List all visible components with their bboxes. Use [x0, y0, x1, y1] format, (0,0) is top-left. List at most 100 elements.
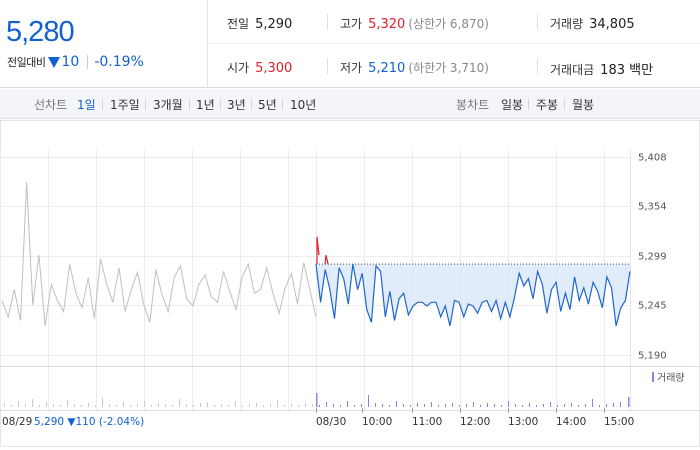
volume-bar [242, 405, 243, 407]
open-price: 시가 5,300 [227, 59, 292, 76]
volume-bar [571, 403, 572, 407]
period-toolbar: 선차트 1일 1주일 3개월 1년 3년 5년 10년 봉차트 일봉 주봉 월봉 [0, 89, 700, 119]
x-tick-label: 14:00 [556, 416, 586, 428]
volume-bar [207, 402, 208, 407]
volume-bar [361, 404, 362, 407]
volume-bar [235, 401, 236, 407]
y-tick-label: 5,245 [638, 301, 667, 312]
volume-bar [60, 405, 61, 407]
divider [327, 14, 328, 30]
stats-row-2: 시가 5,300 저가 5,210 (하한가 3,710) 거래대금 183 백… [209, 44, 700, 88]
prev-day-series [1, 182, 317, 326]
volume-bar [200, 403, 201, 407]
candle-monthly[interactable]: 월봉 [572, 98, 595, 112]
high-label: 고가 [340, 17, 363, 31]
period-3years[interactable]: 3년 [227, 98, 246, 112]
candle-daily[interactable]: 일봉 [501, 98, 524, 112]
open-label: 시가 [227, 61, 250, 75]
volume-bar [256, 403, 257, 407]
today-series [315, 236, 631, 327]
prev-day-info: 5,290 ▼110 (-2.04%) [34, 416, 144, 428]
volume-bar [382, 404, 383, 407]
volume-bar [599, 405, 600, 407]
low-price: 저가 5,210 (하한가 3,710) [340, 59, 489, 76]
volume-bar [144, 401, 145, 407]
volume-bar [354, 405, 355, 407]
x-tick-label: 15:00 [604, 416, 634, 428]
volume: 거래량 34,805 [550, 15, 635, 32]
price-chart[interactable]: 거래량 5,408 5,354 5,299 5,245 5,190 08/29 5,290… [0, 120, 700, 450]
volume-bar [480, 405, 481, 407]
volume-bar [340, 405, 341, 407]
today-area-fill [316, 264, 630, 326]
volume-legend-label: 거래량 [657, 372, 685, 384]
candle-weekly[interactable]: 주봉 [536, 98, 559, 112]
volume-bar [522, 405, 523, 407]
divider [537, 58, 538, 74]
volume-bar [158, 403, 159, 407]
x-tick-label: 08/30 [316, 416, 346, 428]
volume-bar [613, 403, 614, 407]
volume-bar [487, 403, 488, 407]
divider [282, 99, 283, 110]
price-box: 5,280 전일대비 10 -0.19% [0, 0, 208, 88]
divider [528, 99, 529, 110]
x-axis: 08/29 5,290 ▼110 (-2.04%) 08/30 10:00 11:00 1… [2, 408, 634, 428]
volume-bar [452, 403, 453, 407]
upper-limit: (상한가 6,870) [408, 17, 489, 31]
volume-bar [389, 405, 390, 407]
period-1year[interactable]: 1년 [196, 98, 215, 112]
volume-bar [95, 405, 96, 407]
trade-amount: 거래대금 183 백만 [550, 59, 653, 78]
volume-bar [172, 405, 173, 407]
volume-bar [193, 405, 194, 407]
volume-bar [46, 402, 47, 407]
volume-bar [165, 404, 166, 407]
divider [564, 99, 565, 110]
volume-bar [606, 404, 607, 407]
volume-bar [53, 404, 54, 407]
period-5years[interactable]: 5년 [258, 98, 277, 112]
volume-bar [333, 404, 334, 407]
x-tick-label: 12:00 [460, 416, 490, 428]
volume-bar [459, 405, 460, 407]
volume-bar [529, 403, 530, 407]
divider [251, 99, 252, 110]
period-1week[interactable]: 1주일 [110, 98, 140, 112]
volume-bar [620, 402, 621, 407]
period-3months[interactable]: 3개월 [153, 98, 183, 112]
volume-bar [473, 402, 474, 407]
y-axis: 5,408 5,354 5,299 5,245 5,190 [638, 153, 667, 362]
period-1day[interactable]: 1일 [77, 98, 96, 112]
quote-panel: 5,280 전일대비 10 -0.19% 전일 5,290 고가 5,320 (… [0, 0, 700, 88]
volume-bar [298, 405, 299, 407]
volume-bar [137, 404, 138, 407]
volume-bar [557, 405, 558, 407]
volume-bars: 거래량 [4, 372, 685, 407]
volume-bar [74, 404, 75, 407]
volume-bar [81, 405, 82, 407]
volume-bar [326, 402, 327, 407]
today-line [315, 264, 631, 327]
volume-bar [123, 402, 124, 407]
volume-bar [67, 400, 68, 407]
period-10years[interactable]: 10년 [290, 98, 317, 112]
volume-bar [466, 404, 467, 407]
volume-bar [32, 399, 33, 407]
volume-bar [88, 403, 89, 407]
amount-value: 183 백만 [600, 63, 654, 78]
open-spike [324, 254, 329, 265]
volume-bar [4, 403, 5, 407]
divider [145, 99, 146, 110]
line-chart-label: 선차트 [34, 98, 68, 112]
volume-bar [39, 405, 40, 407]
volume-bar [305, 403, 306, 407]
divider [537, 14, 538, 30]
volume-bar [592, 399, 593, 407]
volume-bar [508, 401, 509, 407]
volume-bar [410, 405, 411, 407]
low-label: 저가 [340, 61, 363, 75]
volume-bar [431, 402, 432, 407]
y-tick-label: 5,354 [638, 202, 667, 213]
volume-bar [102, 398, 103, 407]
